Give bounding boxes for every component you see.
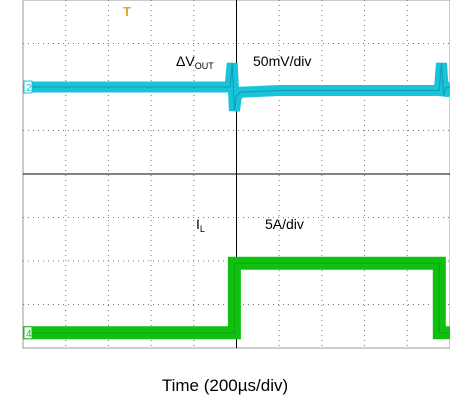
vout-scale: 50mV/div: [253, 53, 311, 69]
channel-4-marker: 4: [23, 326, 33, 340]
il-scale: 5A/div: [265, 216, 304, 232]
channel-2-marker-label: 2: [26, 83, 32, 94]
traces: [23, 62, 450, 340]
channel-markers: 24: [23, 80, 33, 340]
x-axis-label: Time (200µs/div): [161, 376, 289, 395]
vout-label: ΔVOUT: [176, 53, 214, 71]
series-vout-line: [23, 63, 450, 111]
series-il-line: [23, 262, 450, 334]
channel-4-marker-label: 4: [26, 329, 32, 340]
vout-label-main: ΔV: [176, 53, 195, 69]
il-label-main: I: [196, 216, 200, 232]
il-label: IL: [196, 216, 205, 234]
il-label-sub: L: [200, 224, 205, 234]
vout-label-sub: OUT: [195, 61, 215, 71]
channel-2-marker: 2: [23, 80, 33, 94]
trigger-marker: T: [123, 4, 131, 19]
